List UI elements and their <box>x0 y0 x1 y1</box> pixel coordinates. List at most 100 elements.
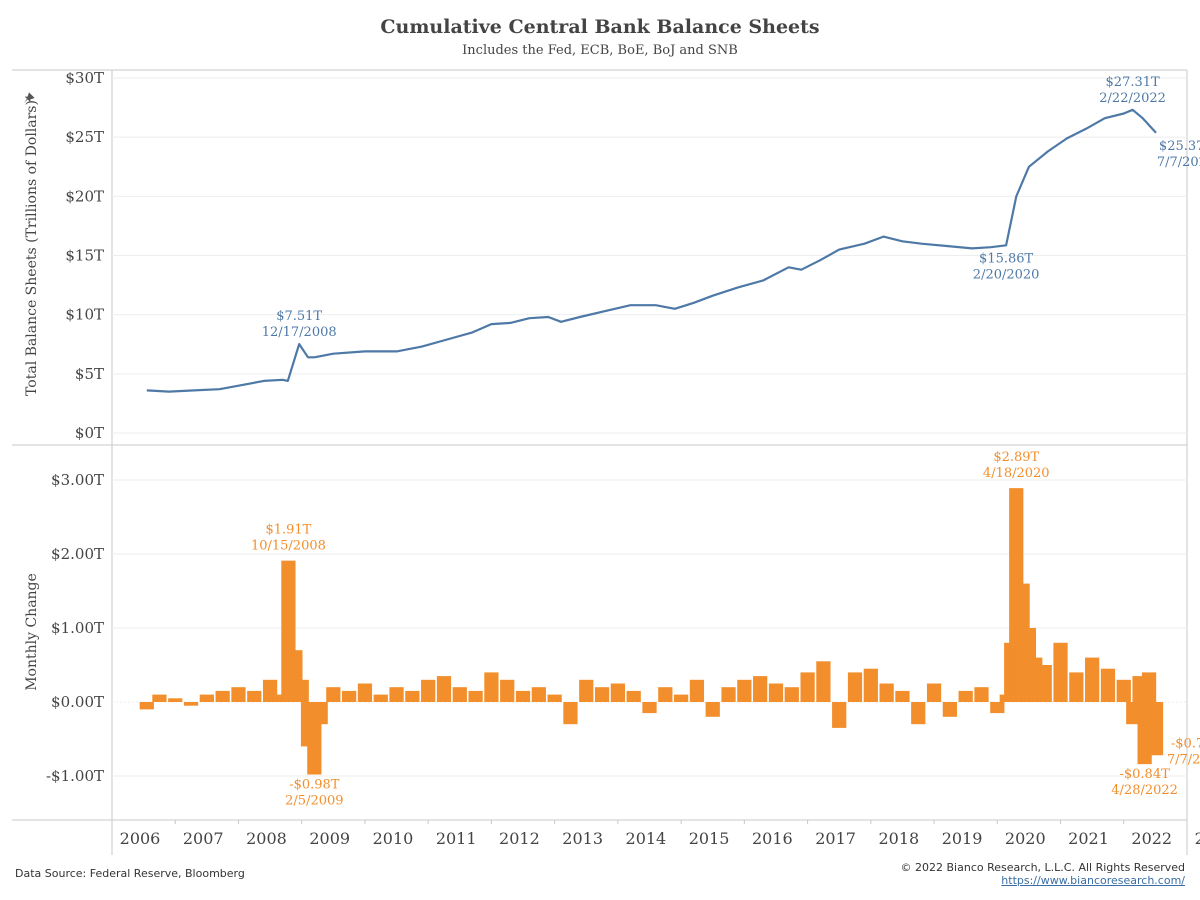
top-y-tick-label: $5T <box>75 365 104 383</box>
monthly-change-bar <box>484 672 499 702</box>
x-tick-label: 2008 <box>246 829 287 848</box>
monthly-change-bar <box>547 694 562 702</box>
monthly-change-bar <box>199 694 214 702</box>
monthly-change-bar <box>990 702 1005 714</box>
monthly-change-bar <box>737 679 752 702</box>
monthly-change-bar <box>1100 668 1116 702</box>
monthly-change-bar <box>294 679 309 702</box>
top-y-axis-title: Total Balance Sheets (Trillions of Dolla… <box>24 100 40 396</box>
monthly-change-bar <box>658 687 673 702</box>
monthly-change-bar <box>816 661 831 702</box>
monthly-change-bar <box>139 702 154 710</box>
monthly-change-bar <box>421 679 436 702</box>
chart-subtitle: Includes the Fed, ECB, BoE, BoJ and SNB <box>462 43 738 58</box>
x-tick-label: 2019 <box>942 829 983 848</box>
monthly-change-bar <box>768 683 784 702</box>
monthly-change-bar <box>452 687 467 702</box>
data-source: Data Source: Federal Reserve, Bloomberg <box>15 867 245 880</box>
x-tick-label: 2016 <box>752 829 793 848</box>
x-tick-label: 2014 <box>626 829 667 848</box>
monthly-change-bar <box>1137 702 1152 765</box>
monthly-change-bar <box>579 679 594 702</box>
monthly-change-bar <box>911 702 926 725</box>
monthly-change-panel: -$1.00T $0.00T $1.00T $2.00T $3.00T $1.91T10/… <box>46 450 1200 808</box>
top-y-tick-label: $30T <box>65 69 104 87</box>
x-tick-label: 2022 <box>1131 829 1172 848</box>
monthly-change-bar <box>342 690 357 702</box>
monthly-change-bar <box>373 694 388 702</box>
bottom-y-axis-title: Monthly Change <box>24 573 40 691</box>
monthly-change-bar <box>800 672 815 702</box>
top-annotation-value: $15.86T <box>979 251 1033 266</box>
top-y-tick-label: $15T <box>65 247 104 265</box>
monthly-change-bar <box>405 690 420 702</box>
top-y-tick-label: $25T <box>65 128 104 146</box>
monthly-change-bar <box>1126 702 1141 725</box>
monthly-change-bar <box>247 690 262 702</box>
monthly-change-bar <box>468 690 483 702</box>
bottom-annotation-date: 7/7/2022 <box>1167 752 1200 767</box>
monthly-change-bar <box>753 676 768 702</box>
x-tick-label: 2020 <box>1005 829 1046 848</box>
top-annotation-date: 7/7/2022 <box>1157 155 1200 170</box>
top-annotation-value: $25.37T <box>1159 139 1200 154</box>
monthly-change-bar <box>183 702 199 706</box>
monthly-change-bar <box>563 702 578 725</box>
x-tick-label: 2017 <box>815 829 856 848</box>
top-annotation-date: 12/17/2008 <box>262 325 337 340</box>
bottom-y-tick-label: $0.00T <box>51 693 104 711</box>
monthly-change-bar <box>168 698 183 702</box>
monthly-change-bar <box>832 702 847 728</box>
monthly-change-bar <box>1085 657 1100 702</box>
top-annotation-value: $27.31T <box>1106 75 1160 90</box>
bottom-annotation-value: $1.91T <box>265 523 311 538</box>
top-annotation-date: 2/20/2020 <box>973 267 1040 282</box>
bottom-annotation-date: 10/15/2008 <box>251 539 326 554</box>
monthly-change-bar <box>879 683 894 702</box>
monthly-change-bar <box>326 687 341 702</box>
x-tick-label: 2013 <box>562 829 603 848</box>
x-tick-label: 2023 <box>1195 829 1200 848</box>
top-annotation-date: 2/22/2022 <box>1099 91 1166 106</box>
monthly-change-bar <box>231 687 246 702</box>
monthly-change-bar <box>436 676 452 702</box>
monthly-change-bar <box>958 690 973 702</box>
bottom-annotation-date: 2/5/2009 <box>285 794 343 809</box>
x-tick-label: 2012 <box>499 829 540 848</box>
x-tick-label: 2010 <box>373 829 414 848</box>
monthly-change-bar <box>1116 679 1131 702</box>
monthly-change-bar <box>674 694 689 702</box>
monthly-change-bar <box>215 690 230 702</box>
balance-sheet-panel: $0T $5T $10T $15T $20T $25T $30T $7.51T12/17/20… <box>65 69 1200 442</box>
top-y-axis-label: Total Balance Sheets (Trillions of Dolla… <box>24 100 40 396</box>
pin-icon[interactable] <box>21 92 35 105</box>
monthly-change-bar <box>847 672 863 702</box>
bottom-y-tick-label: $1.00T <box>51 619 104 637</box>
monthly-change-bar <box>389 687 404 702</box>
bottom-y-tick-label: -$1.00T <box>46 767 104 785</box>
x-tick-label: 2007 <box>183 829 224 848</box>
monthly-change-bar <box>626 690 641 702</box>
monthly-change-bar <box>642 702 657 714</box>
top-y-tick-label: $10T <box>65 306 104 324</box>
monthly-change-bar <box>515 690 531 702</box>
top-y-tick-label: $0T <box>75 424 104 442</box>
monthly-change-bar <box>895 690 910 702</box>
website-link[interactable]: https://www.biancoresearch.com/ <box>1001 874 1185 887</box>
bottom-y-tick-label: $3.00T <box>51 471 104 489</box>
monthly-change-bar <box>272 694 287 702</box>
monthly-change-bar <box>926 683 942 702</box>
monthly-change-bar <box>705 702 720 717</box>
monthly-change-bar <box>721 687 736 702</box>
copyright-text: © 2022 Bianco Research, L.L.C. All Right… <box>900 861 1185 874</box>
monthly-change-bar <box>1037 665 1052 702</box>
x-tick-label: 2015 <box>689 829 730 848</box>
bottom-annotation-value: -$0.84T <box>1119 767 1170 782</box>
monthly-change-bar <box>1069 672 1084 702</box>
monthly-change-bar <box>1053 642 1068 702</box>
monthly-change-bar <box>531 687 546 702</box>
top-annotation-value: $7.51T <box>276 309 322 324</box>
chart-frame <box>12 69 1188 855</box>
x-tick-label: 2021 <box>1068 829 1109 848</box>
